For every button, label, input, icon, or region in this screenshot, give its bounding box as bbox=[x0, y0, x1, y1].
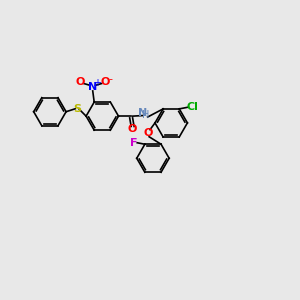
Text: O: O bbox=[144, 128, 153, 138]
Text: F: F bbox=[130, 138, 137, 148]
Text: -: - bbox=[108, 74, 112, 84]
Text: O: O bbox=[100, 77, 110, 87]
Text: +: + bbox=[93, 78, 101, 88]
Text: N: N bbox=[88, 82, 98, 92]
Text: O: O bbox=[128, 124, 137, 134]
Text: S: S bbox=[73, 104, 81, 114]
Text: H: H bbox=[142, 110, 150, 120]
Text: O: O bbox=[76, 77, 85, 87]
Text: Cl: Cl bbox=[187, 101, 199, 112]
Text: N: N bbox=[138, 108, 147, 118]
